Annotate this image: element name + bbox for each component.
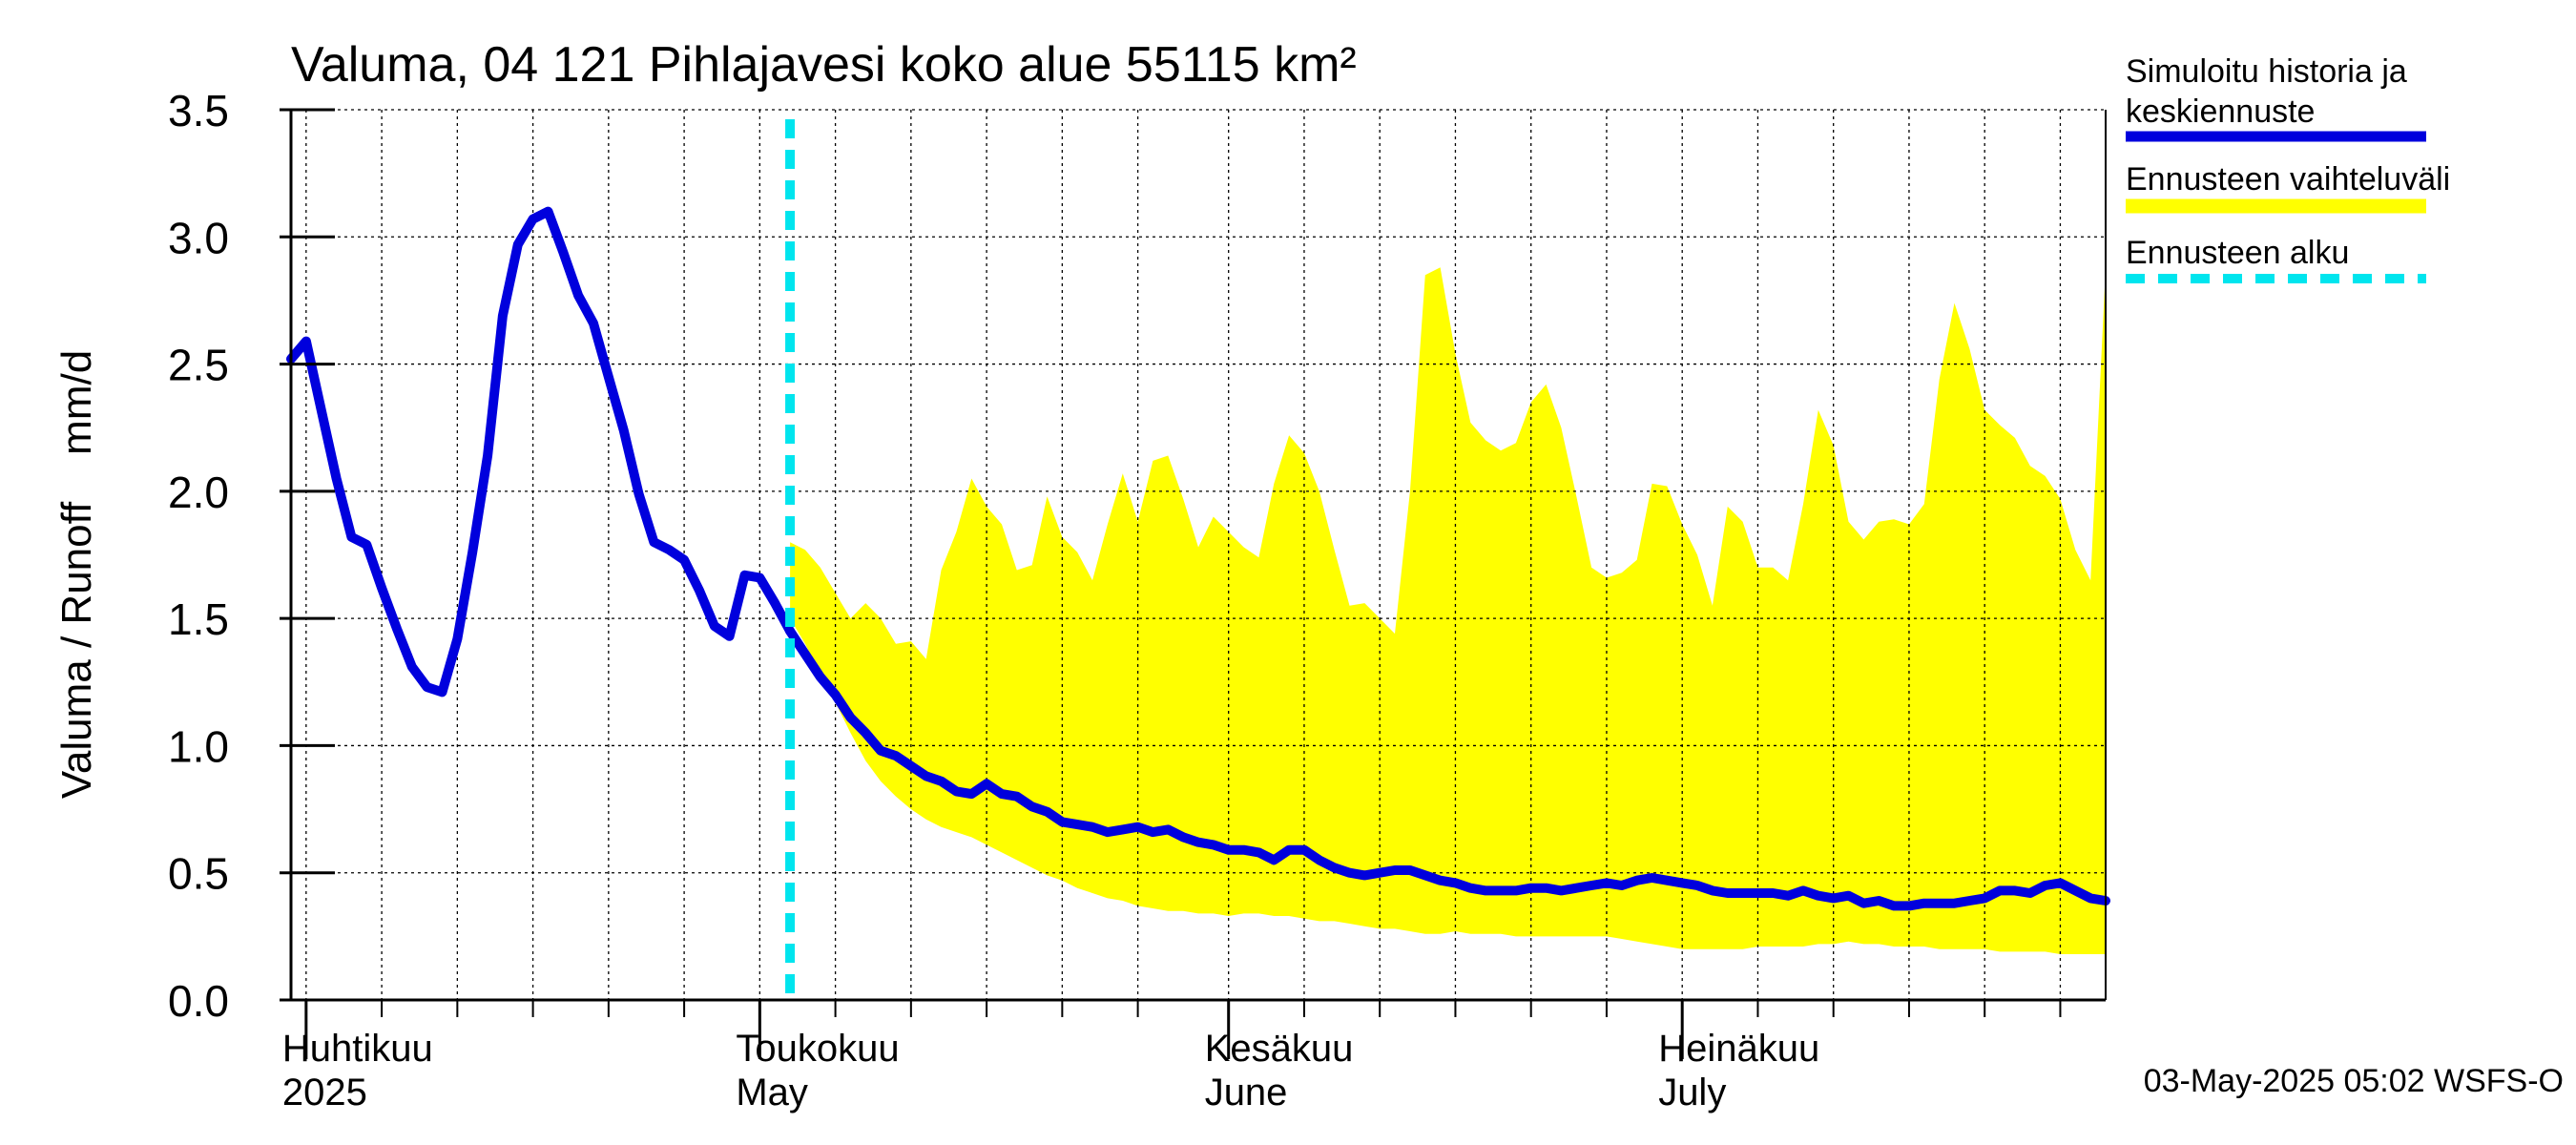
y-tick-label: 3.5 bbox=[168, 86, 229, 135]
x-month-label-line2: May bbox=[736, 1072, 808, 1114]
x-month-label-line1: Toukokuu bbox=[736, 1028, 899, 1070]
legend-range-label: Ennusteen vaihteluväli bbox=[2126, 161, 2450, 198]
chart-title: Valuma, 04 121 Pihlajavesi koko alue 551… bbox=[291, 37, 1357, 93]
y-tick-label: 0.0 bbox=[168, 976, 229, 1026]
y-tick-label: 0.5 bbox=[168, 849, 229, 899]
legend-history-label-line2: keskiennuste bbox=[2126, 94, 2315, 130]
y-tick-label: 2.5 bbox=[168, 341, 229, 390]
legend-history-label-line1: Simuloitu historia ja bbox=[2126, 53, 2407, 90]
legend-forecast-start-label: Ennusteen alku bbox=[2126, 235, 2349, 271]
y-tick-label: 3.0 bbox=[168, 213, 229, 262]
forecast-range-band bbox=[790, 267, 2106, 954]
y-tick-label: 1.5 bbox=[168, 594, 229, 644]
y-tick-label: 1.0 bbox=[168, 721, 229, 771]
series-history-line bbox=[286, 206, 796, 697]
legend: Simuloitu historia ja keskiennuste Ennus… bbox=[2126, 53, 2450, 283]
series-forecast-mean-line bbox=[785, 626, 2110, 911]
x-month-label-line2: 2025 bbox=[282, 1072, 367, 1114]
timestamp: 03-May-2025 05:02 WSFS-O bbox=[2144, 1063, 2564, 1099]
forecast-range-layer bbox=[790, 267, 2106, 954]
x-month-label-line1: Heinäkuu bbox=[1658, 1028, 1819, 1070]
y-axis-label: Valuma / Runoff mm/d bbox=[53, 350, 100, 799]
series-layer bbox=[286, 119, 2110, 1000]
x-month-label-line2: June bbox=[1205, 1072, 1288, 1114]
y-tick-label: 2.0 bbox=[168, 468, 229, 517]
grid-layer bbox=[291, 109, 2106, 1000]
x-month-label-line2: July bbox=[1658, 1072, 1726, 1114]
x-month-label-line1: Kesäkuu bbox=[1205, 1028, 1354, 1070]
x-month-label-line1: Huhtikuu bbox=[282, 1028, 433, 1070]
